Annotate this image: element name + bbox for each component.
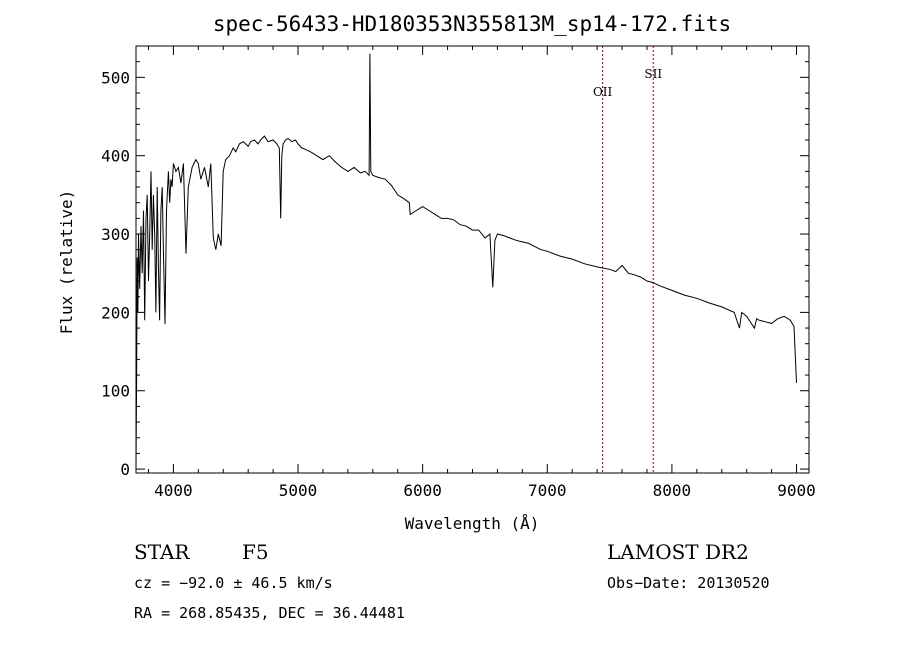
velocity-text: cz = −92.0 ± 46.5 km/s <box>134 574 333 592</box>
x-tick-label: 4000 <box>154 481 193 500</box>
y-tick-label: 200 <box>101 303 130 322</box>
x-axis: 4000 5000 6000 7000 8000 9000 <box>147 46 816 500</box>
object-class: STAR <box>134 540 190 564</box>
spectral-subclass: F5 <box>242 540 269 564</box>
x-axis-label: Wavelength (Å) <box>405 514 540 533</box>
coordinates-text: RA = 268.85435, DEC = 36.44481 <box>134 604 405 622</box>
y-tick-label: 0 <box>120 460 130 479</box>
x-tick-label: 6000 <box>403 481 442 500</box>
y-tick-label: 500 <box>101 68 130 87</box>
y-axis: 0 100 200 300 400 500 <box>101 61 809 479</box>
line-markers: OII SII <box>593 46 662 473</box>
y-axis-label: Flux (relative) <box>57 190 76 335</box>
x-tick-label: 7000 <box>528 481 567 500</box>
chart-title: spec-56433-HD180353N355813M_sp14-172.fit… <box>213 12 731 36</box>
obs-date: Obs−Date: 20130520 <box>607 574 770 592</box>
x-tick-label: 8000 <box>653 481 692 500</box>
plot-frame <box>135 45 810 474</box>
y-tick-label: 300 <box>101 225 130 244</box>
y-tick-label: 400 <box>101 147 130 166</box>
y-tick-label: 100 <box>101 382 130 401</box>
survey-name: LAMOST DR2 <box>607 540 749 564</box>
line-marker-label: SII <box>644 67 662 81</box>
x-tick-label: 5000 <box>279 481 318 500</box>
x-tick-label: 9000 <box>777 481 816 500</box>
spectrum-line <box>135 53 797 470</box>
series-layer <box>135 53 797 470</box>
line-marker-label: OII <box>593 85 613 99</box>
